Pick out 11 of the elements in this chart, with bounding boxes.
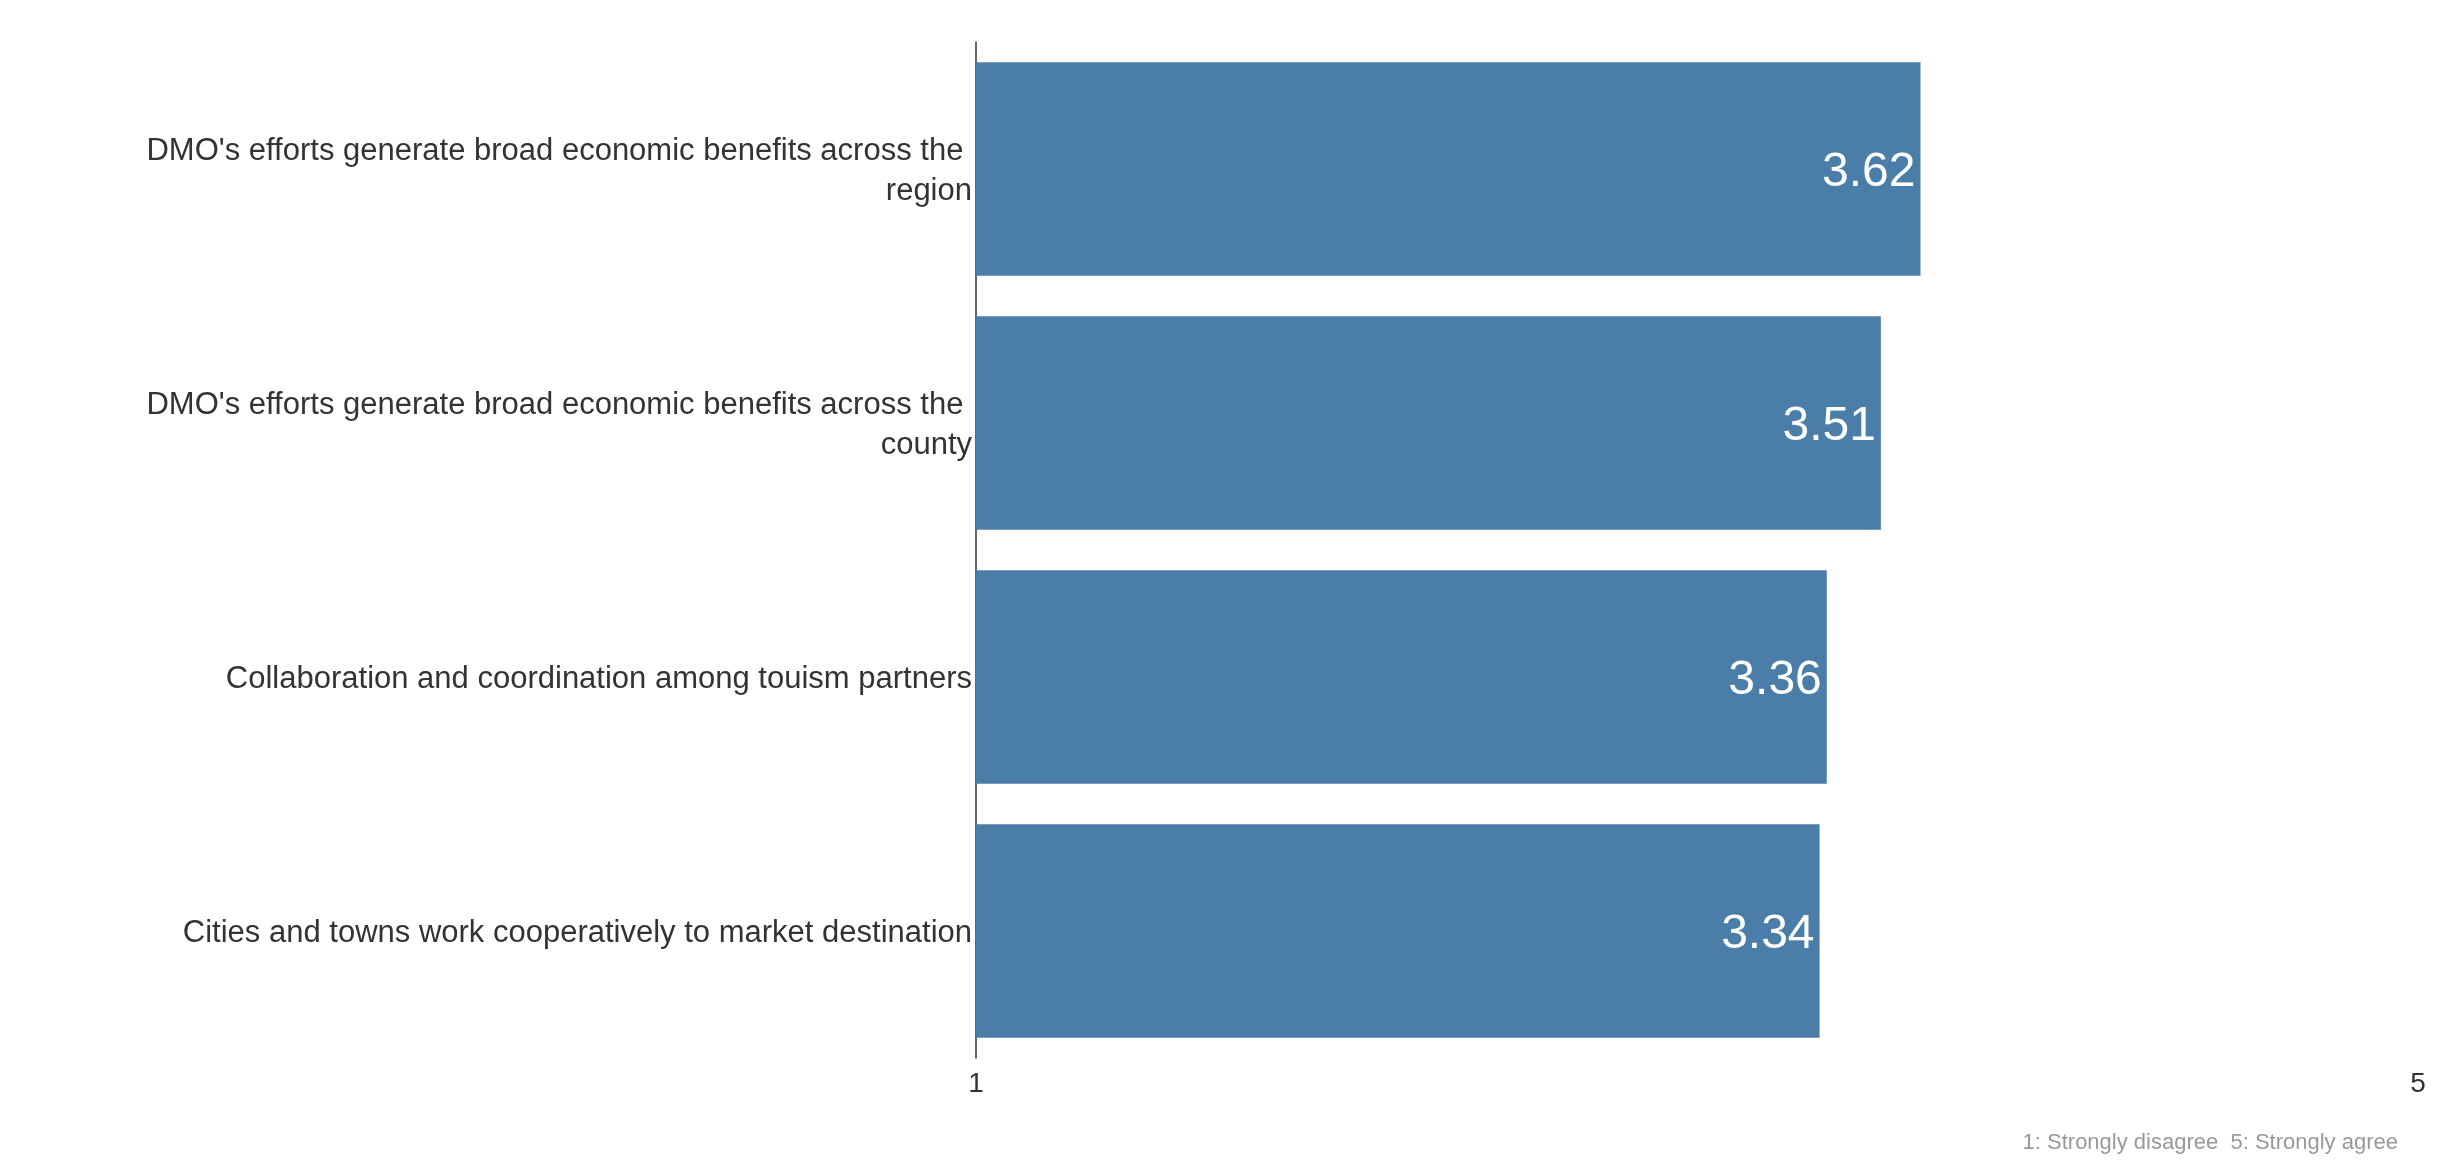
text: 1: Strongly disagree 5: Strongly agree	[2022, 1128, 2399, 1154]
data-label: 3.62	[1822, 142, 1916, 196]
x-tick-label: 1	[968, 1066, 984, 1098]
data-label: 3.36	[1728, 650, 1822, 704]
data-label: 3.51	[1782, 396, 1876, 450]
x-tick-label: 5	[2410, 1066, 2426, 1098]
y-tick-label: Cities and towns work cooperatively to market destination	[182, 913, 972, 949]
data-label: 3.34	[1721, 904, 1815, 958]
y-tick-label: DMO's efforts generate broad economic benefits across the region	[146, 131, 972, 207]
y-tick-label: DMO's efforts generate broad economic benefits across the county	[146, 385, 973, 461]
y-tick-label: Collaboration and coordination among touism partners	[225, 659, 972, 695]
